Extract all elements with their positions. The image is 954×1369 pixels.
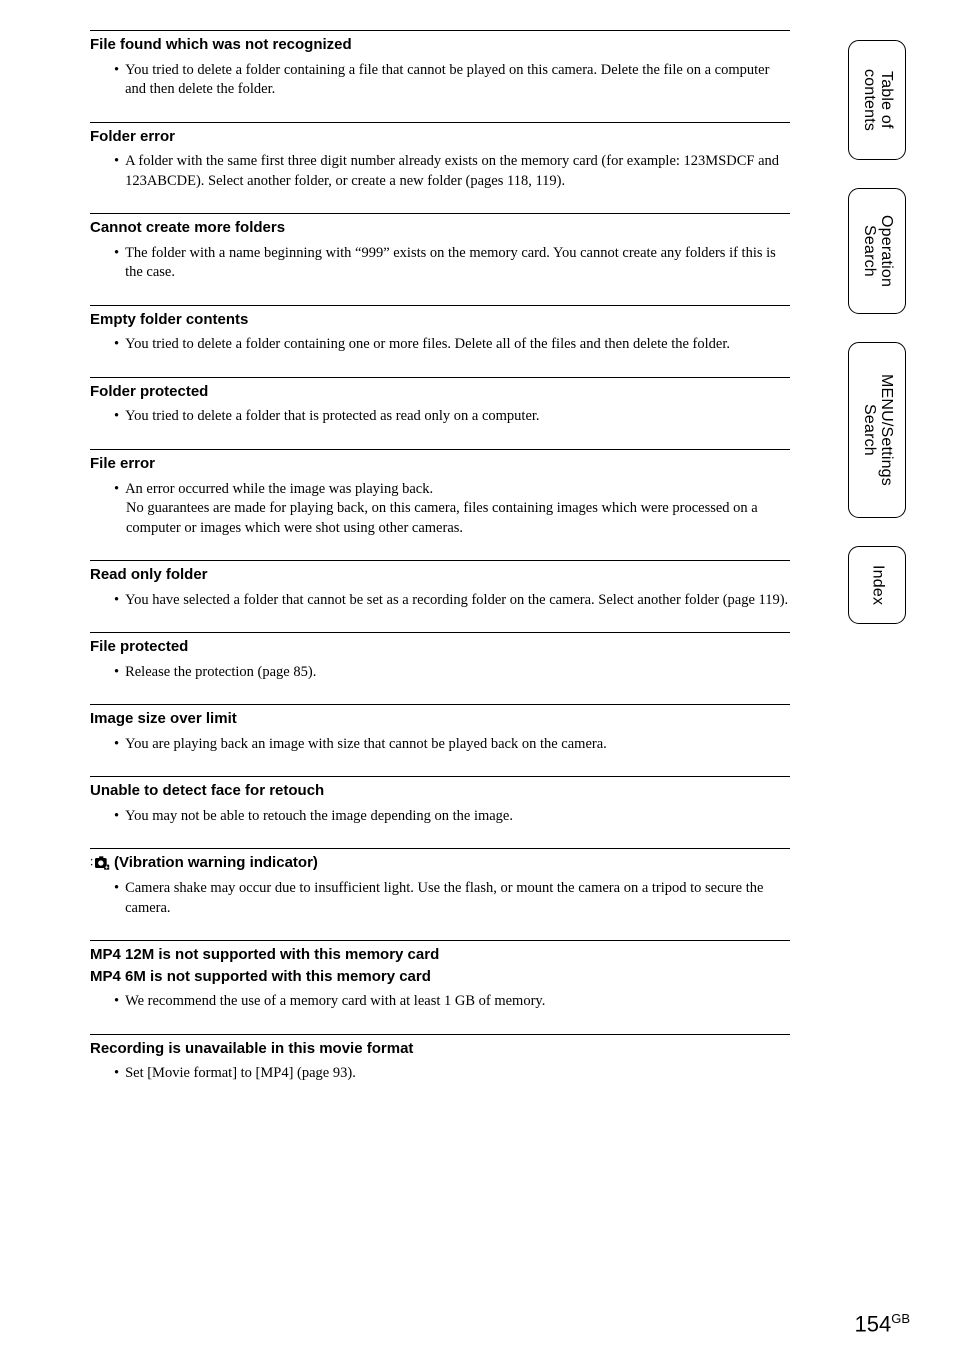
section: Folder error •A folder with the same firs… (90, 122, 790, 192)
section-divider (90, 213, 790, 214)
bullet-text: The folder with a name beginning with “9… (125, 244, 790, 283)
bullet-marker: • (114, 244, 125, 283)
section-heading-2: MP4 6M is not supported with this memory… (90, 967, 790, 987)
bullet-text: You tried to delete a folder that is pro… (125, 407, 790, 427)
section: File found which was not recognized •You … (90, 30, 790, 100)
bullet-item: •You tried to delete a folder that is pr… (90, 407, 790, 427)
content-area: File found which was not recognized•You … (90, 30, 790, 1106)
section: Cannot create more folders •The folder wi… (90, 213, 790, 283)
bullet-marker: • (114, 335, 125, 355)
bullet-text: You may not be able to retouch the image… (125, 807, 790, 827)
bullet-item: •The folder with a name beginning with “… (90, 244, 790, 283)
bullet-extra: No guarantees are made for playing back,… (90, 499, 790, 538)
section: (Vibration warning indicator) •Camera sha… (90, 848, 790, 918)
bullet-item: •You have selected a folder that cannot … (90, 591, 790, 611)
bullet-marker: • (114, 992, 125, 1012)
section-divider (90, 632, 790, 633)
section-heading: Read only folder (90, 565, 790, 585)
bullet-marker: • (114, 152, 125, 191)
section-divider (90, 704, 790, 705)
bullet-item: •A folder with the same first three digi… (90, 152, 790, 191)
section: File error •An error occurred while the i… (90, 449, 790, 538)
section-heading: Cannot create more folders (90, 218, 790, 238)
section: Unable to detect face for retouch •You ma… (90, 776, 790, 826)
bullet-text: You have selected a folder that cannot b… (125, 591, 790, 611)
bullet-marker: • (114, 879, 125, 918)
sidebar-tab[interactable]: Index (848, 546, 906, 624)
section-divider (90, 30, 790, 31)
sidebar-tab[interactable]: Table of contents (848, 40, 906, 160)
page-number-value: 154 (854, 1311, 891, 1336)
section: Folder protected •You tried to delete a f… (90, 377, 790, 427)
bullet-marker: • (114, 1064, 125, 1084)
bullet-marker: • (114, 591, 125, 611)
bullet-item: •An error occurred while the image was p… (90, 480, 790, 500)
section: Read only folder •You have selected a fol… (90, 560, 790, 610)
bullet-item: •Release the protection (page 85). (90, 663, 790, 683)
bullet-item: •We recommend the use of a memory card w… (90, 992, 790, 1012)
bullet-text: You tried to delete a folder containing … (125, 335, 790, 355)
section-divider (90, 560, 790, 561)
section-divider (90, 1034, 790, 1035)
section: Image size over limit •You are playing ba… (90, 704, 790, 754)
vibration-warning-icon (90, 855, 110, 871)
bullet-item: •You tried to delete a folder containing… (90, 61, 790, 100)
section-heading: (Vibration warning indicator) (90, 853, 790, 873)
sidebar-tab[interactable]: MENU/Settings Search (848, 342, 906, 518)
section-heading: File protected (90, 637, 790, 657)
section-heading: MP4 12M is not supported with this memor… (90, 945, 790, 965)
bullet-item: •You may not be able to retouch the imag… (90, 807, 790, 827)
bullet-marker: • (114, 663, 125, 683)
section-heading: Folder protected (90, 382, 790, 402)
bullet-text: You are playing back an image with size … (125, 735, 790, 755)
bullet-marker: • (114, 807, 125, 827)
bullet-text: Set [Movie format] to [MP4] (page 93). (125, 1064, 790, 1084)
bullet-item: •Set [Movie format] to [MP4] (page 93). (90, 1064, 790, 1084)
section: Recording is unavailable in this movie f… (90, 1034, 790, 1084)
section-divider (90, 305, 790, 306)
sidebar-tab[interactable]: Operation Search (848, 188, 906, 314)
page-number: 154GB (854, 1311, 910, 1337)
section: Empty folder contents •You tried to delet… (90, 305, 790, 355)
sidebar-tab-label: Operation Search (860, 201, 894, 301)
bullet-text: An error occurred while the image was pl… (125, 480, 790, 500)
bullet-item: •Camera shake may occur due to insuffici… (90, 879, 790, 918)
sidebar-tab-label: MENU/Settings Search (860, 360, 894, 500)
section-divider (90, 449, 790, 450)
bullet-marker: • (114, 407, 125, 427)
section-heading: Recording is unavailable in this movie f… (90, 1039, 790, 1059)
bullet-marker: • (114, 735, 125, 755)
section-heading: Image size over limit (90, 709, 790, 729)
bullet-item: •You tried to delete a folder containing… (90, 335, 790, 355)
section-heading: Folder error (90, 127, 790, 147)
bullet-marker: • (114, 61, 125, 100)
section-heading: File error (90, 454, 790, 474)
bullet-item: •You are playing back an image with size… (90, 735, 790, 755)
bullet-text: We recommend the use of a memory card wi… (125, 992, 790, 1012)
section-divider (90, 776, 790, 777)
section-heading-text: (Vibration warning indicator) (114, 853, 318, 873)
section: File protected •Release the protection (p… (90, 632, 790, 682)
section: MP4 12M is not supported with this memor… (90, 940, 790, 1012)
bullet-text: Release the protection (page 85). (125, 663, 790, 683)
bullet-text: Camera shake may occur due to insufficie… (125, 879, 790, 918)
section-divider (90, 848, 790, 849)
section-heading: Unable to detect face for retouch (90, 781, 790, 801)
sidebar-tabs: Table of contents Operation Search MENU/Se… (848, 40, 908, 624)
section-heading: Empty folder contents (90, 310, 790, 330)
section-divider (90, 122, 790, 123)
sidebar-tab-label: Index (869, 551, 886, 619)
section-divider (90, 377, 790, 378)
bullet-marker: • (114, 480, 125, 500)
bullet-text: A folder with the same first three digit… (125, 152, 790, 191)
page-number-suffix: GB (891, 1311, 910, 1326)
bullet-text: You tried to delete a folder containing … (125, 61, 790, 100)
sidebar-tab-label: Table of contents (860, 55, 894, 145)
section-heading: File found which was not recognized (90, 35, 790, 55)
section-divider (90, 940, 790, 941)
